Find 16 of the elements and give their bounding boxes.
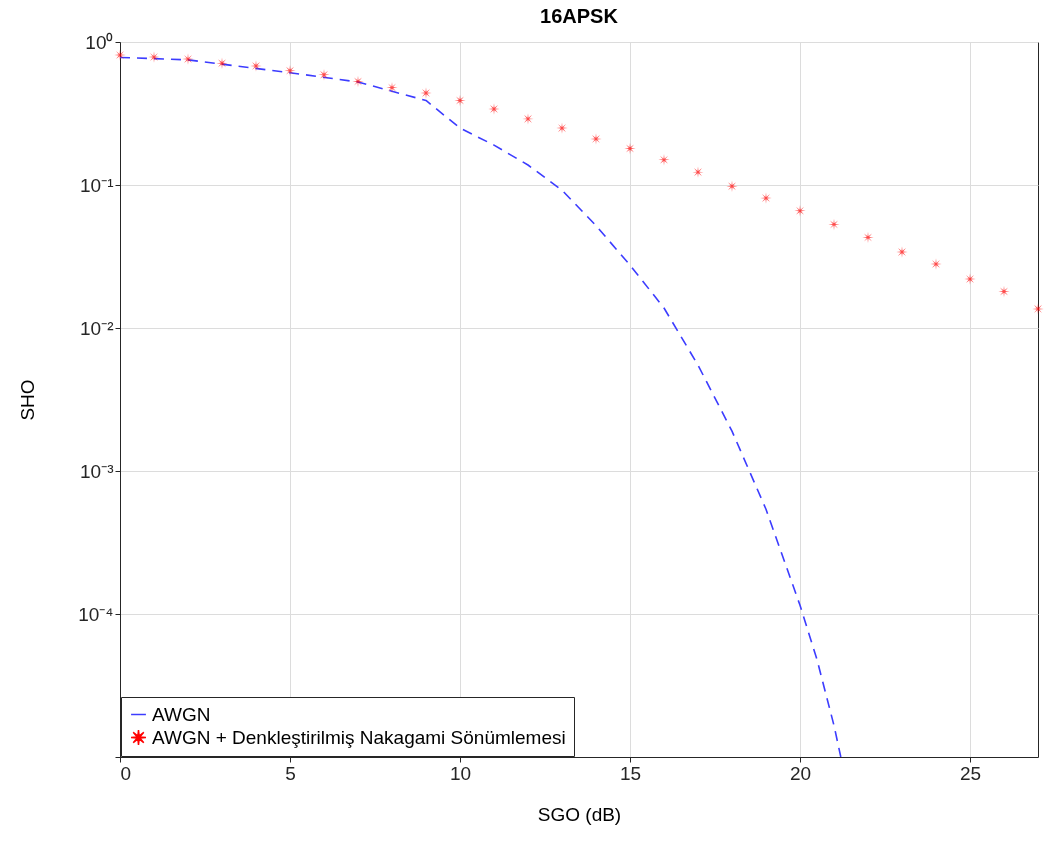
legend-label: AWGN + Denkleştirilmiş Nakagami Sönümlemesi xyxy=(152,726,566,748)
x-tick-label: 25 xyxy=(959,762,982,784)
chart-title: 16APSK xyxy=(540,5,619,27)
x-tick-label: 0 xyxy=(120,762,132,784)
y-tick-label: 10⁻⁴ xyxy=(78,603,114,625)
x-tick-label: 10 xyxy=(449,762,472,784)
y-tick-label: 10⁻¹ xyxy=(80,174,114,196)
y-tick-label: 10⁰ xyxy=(85,31,114,53)
y-axis-title: SHO xyxy=(17,379,39,421)
legend-label: AWGN xyxy=(152,703,211,725)
y-tick-label: 10⁻² xyxy=(80,317,114,339)
x-axis-title: SGO (dB) xyxy=(537,803,622,825)
x-tick-label: 5 xyxy=(285,762,296,784)
y-tick-label: 10⁻³ xyxy=(80,460,114,482)
x-tick-label: 20 xyxy=(789,762,812,784)
x-tick-label: 15 xyxy=(619,762,642,784)
